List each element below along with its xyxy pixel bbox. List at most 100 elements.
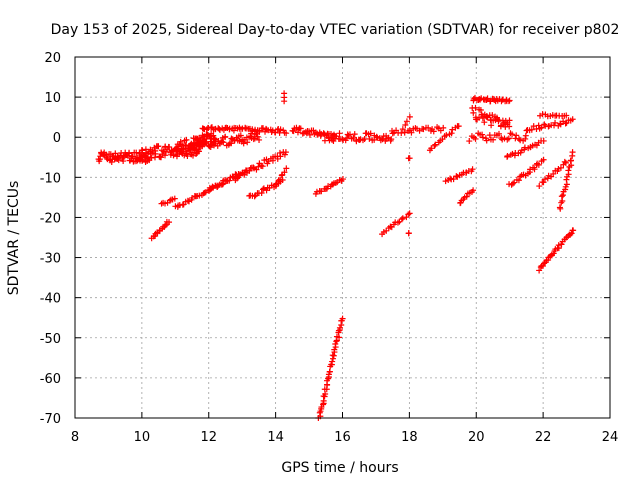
data-point — [351, 131, 358, 138]
data-point — [277, 176, 284, 183]
data-point — [277, 126, 284, 133]
data-point — [562, 159, 569, 166]
data-point — [522, 132, 529, 139]
data-point — [470, 95, 477, 102]
data-point — [511, 179, 518, 186]
data-point — [250, 136, 257, 143]
series-arc-15 — [536, 158, 569, 190]
data-point — [330, 352, 337, 359]
x-tick-label: 8 — [71, 430, 79, 445]
data-point — [277, 153, 284, 160]
data-point — [538, 124, 545, 131]
data-point — [558, 241, 565, 248]
series-spike-b — [402, 113, 413, 128]
series-blob-1 — [289, 124, 339, 141]
data-point — [540, 179, 547, 186]
series-spike-c — [405, 155, 413, 162]
data-point — [428, 145, 435, 152]
data-point — [166, 144, 173, 151]
data-point — [326, 368, 333, 375]
data-point — [440, 124, 447, 131]
data-point — [333, 338, 340, 345]
y-tick-label: -50 — [40, 332, 61, 347]
series-arc-14 — [506, 156, 547, 188]
data-point — [550, 170, 557, 177]
data-point — [469, 166, 476, 173]
data-point — [536, 183, 543, 190]
data-point — [535, 161, 542, 168]
data-point — [556, 204, 563, 211]
x-tick-label: 20 — [468, 430, 485, 445]
data-point — [405, 211, 412, 218]
data-point — [152, 150, 159, 157]
data-point — [162, 148, 169, 155]
data-point — [166, 197, 173, 204]
series-high-band — [470, 94, 513, 105]
data-point — [509, 180, 516, 187]
data-point — [170, 152, 177, 159]
data-point — [332, 341, 339, 348]
series-arc-17 — [536, 227, 577, 274]
data-point — [540, 156, 547, 163]
axis-ticks: 8 10 12 14 16 18 20 22 24 20 10 0 -10 -20 -30 -40 -50 -60… — [40, 51, 619, 445]
data-point — [222, 133, 229, 140]
y-tick-label: -60 — [40, 372, 61, 387]
data-point — [158, 154, 165, 161]
data-point — [531, 166, 538, 173]
data-point — [183, 136, 190, 143]
series-arc-1 — [148, 218, 173, 242]
data-point — [425, 124, 432, 131]
data-point — [447, 175, 454, 182]
data-point — [254, 133, 261, 140]
y-tick-label: 20 — [44, 51, 61, 66]
data-point — [431, 142, 438, 149]
y-axis-label: SDTVAR / TECUs — [6, 181, 22, 296]
data-point — [220, 180, 227, 187]
data-point — [260, 186, 267, 193]
x-tick-label: 10 — [134, 430, 151, 445]
series-arc-2 — [158, 195, 178, 207]
data-point — [251, 193, 258, 200]
data-point — [406, 155, 413, 162]
data-point — [256, 136, 263, 143]
data-point — [408, 129, 415, 136]
data-point — [558, 193, 565, 200]
data-point — [202, 189, 209, 196]
data-point — [536, 267, 543, 274]
data-point — [206, 187, 213, 194]
data-point — [127, 157, 134, 164]
series-blob-3 — [389, 124, 447, 136]
data-point — [250, 164, 257, 171]
data-point — [455, 123, 462, 130]
y-tick-label: -10 — [40, 171, 61, 186]
data-point — [259, 163, 266, 170]
chart-title: Day 153 of 2025, Sidereal Day-to-day VTE… — [51, 22, 620, 38]
series-arc-12 — [457, 187, 477, 207]
data-point — [406, 210, 413, 217]
data-point — [432, 141, 439, 148]
data-point — [260, 125, 267, 132]
data-point — [552, 119, 559, 126]
data-point — [249, 127, 256, 134]
data-point — [220, 139, 227, 146]
data-point — [272, 181, 279, 188]
series-arc-13 — [504, 137, 547, 160]
data-point — [557, 121, 564, 128]
data-point — [563, 112, 570, 119]
data-point — [203, 135, 210, 142]
data-point — [448, 130, 455, 137]
data-point — [495, 130, 502, 137]
data-point — [367, 130, 374, 137]
data-point — [559, 192, 566, 199]
data-point — [490, 136, 497, 143]
data-point — [472, 104, 479, 111]
x-axis-label: GPS time / hours — [281, 460, 398, 476]
series-mid-band — [466, 130, 529, 145]
series-spike-a — [281, 90, 288, 105]
data-point — [329, 352, 336, 359]
series-arc-8 — [312, 176, 346, 197]
data-point — [236, 172, 243, 179]
data-point — [405, 230, 412, 237]
data-point — [488, 122, 495, 129]
data-point — [373, 133, 380, 140]
